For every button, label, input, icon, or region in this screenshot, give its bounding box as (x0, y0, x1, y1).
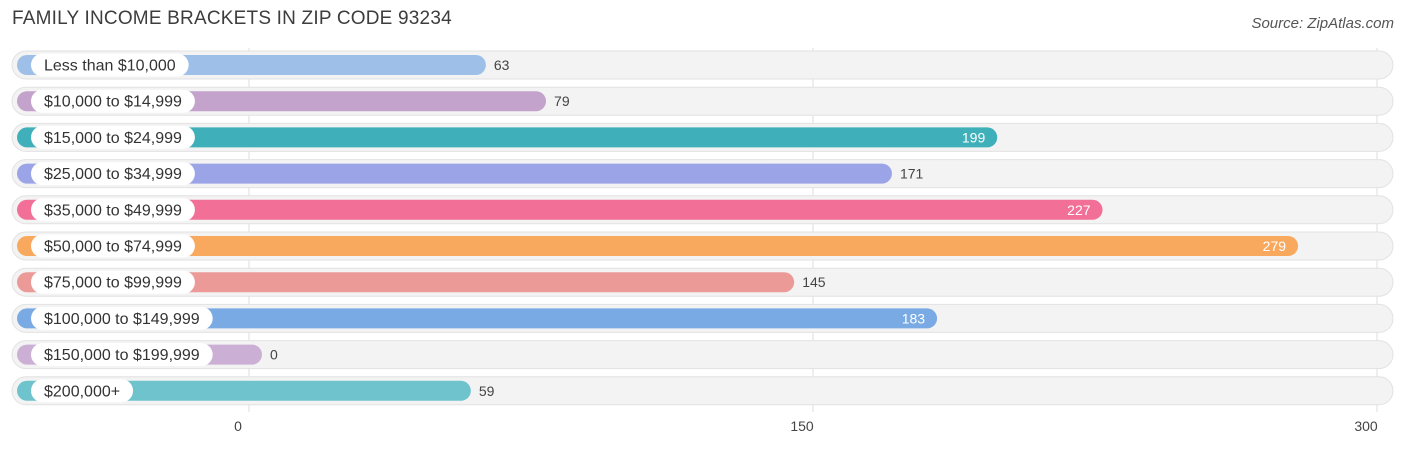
category-label: $50,000 to $74,999 (44, 239, 182, 256)
bar (17, 308, 938, 329)
category-label-pill (31, 306, 213, 330)
category-label-pill (31, 125, 195, 149)
chart-source: Source: ZipAtlas.com (1251, 15, 1394, 32)
bar (17, 272, 795, 293)
x-tick-label: 150 (790, 418, 814, 434)
category-label: Less than $10,000 (44, 58, 176, 75)
category-label: $15,000 to $24,999 (44, 130, 182, 147)
bar-row: $150,000 to $199,999 0 (11, 340, 1394, 370)
bar-row: $75,000 to $99,999 145 (11, 267, 1394, 297)
bar (17, 199, 1103, 220)
bar-row: $35,000 to $49,999 227 (11, 195, 1394, 225)
value-label: 0 (270, 347, 278, 363)
bar-row: $100,000 to $149,999 183 (11, 303, 1394, 333)
category-label: $200,000+ (44, 383, 120, 400)
value-label: 227 (1067, 202, 1091, 218)
category-label-pill (31, 162, 195, 186)
category-label-pill (31, 343, 213, 367)
category-label: $75,000 to $99,999 (44, 275, 182, 292)
category-label: $100,000 to $149,999 (44, 311, 200, 328)
x-tick-label: 300 (1354, 418, 1378, 434)
value-label: 183 (902, 310, 926, 326)
x-axis-ticks: 0 150 300 (234, 418, 1378, 434)
bar (17, 127, 998, 148)
bar-row: $200,000+ 59 (11, 376, 1394, 406)
category-label: $25,000 to $34,999 (44, 166, 182, 183)
value-label: 79 (554, 93, 570, 109)
bar-row: $50,000 to $74,999 279 (11, 231, 1394, 261)
value-label: 59 (479, 383, 495, 399)
row-layer: Less than $10,000 63$10,000 to $14,999 79$… (11, 50, 1394, 406)
chart-title: FAMILY INCOME BRACKETS IN ZIP CODE 93234 (12, 8, 452, 29)
bar-row: $10,000 to $14,999 79 (11, 86, 1394, 116)
category-label-pill (31, 234, 195, 258)
category-label-pill (31, 270, 195, 294)
value-label: 63 (494, 57, 510, 73)
category-label-pill (31, 198, 195, 222)
category-label-pill (31, 89, 195, 113)
category-label: $10,000 to $14,999 (44, 94, 182, 111)
value-label: 145 (802, 274, 826, 290)
category-label: $35,000 to $49,999 (44, 202, 182, 219)
bar-track (11, 340, 1394, 370)
bar (17, 236, 1299, 256)
x-tick-label: 0 (234, 418, 242, 434)
bar-row: $15,000 to $24,999 199 (11, 122, 1394, 152)
category-label: $150,000 to $199,999 (44, 347, 200, 364)
bar (17, 163, 892, 184)
bar-row: $25,000 to $34,999 171 (11, 159, 1394, 189)
value-label: 279 (1263, 238, 1287, 254)
value-label: 199 (962, 129, 986, 145)
category-label-pill (31, 53, 189, 77)
category-label-pill (31, 379, 134, 403)
bar-row: Less than $10,000 63 (11, 50, 1394, 80)
value-label: 171 (900, 166, 924, 182)
